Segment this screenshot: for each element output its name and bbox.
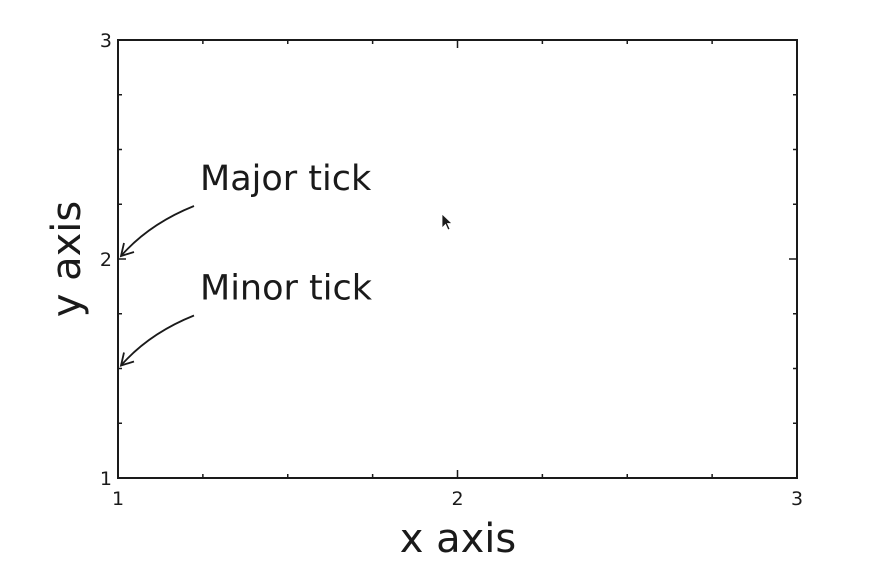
arrow-head-icon [119,242,135,258]
tick-marks [117,39,798,479]
annotations: Major tick Minor tick [119,159,373,367]
plot-frame [117,39,798,479]
x-axis-label: x axis [400,516,517,562]
y-tick-label: 2 [100,249,112,271]
annotation-text: Minor tick [200,269,373,309]
annotation-text: Major tick [200,159,372,199]
annotation-arrow [120,314,195,367]
tick-labels: 1 2 3 1 2 3 [100,30,803,510]
arrow-head-icon [119,352,135,367]
annotation-arrow [120,205,195,257]
y-tick-label: 3 [100,30,112,52]
mouse-cursor-icon [441,213,454,231]
y-axis-label: y axis [44,201,90,318]
x-tick-label: 3 [791,488,803,510]
x-tick-label: 2 [451,488,463,510]
x-tick-label: 1 [112,488,124,510]
y-tick-label: 1 [100,468,112,490]
